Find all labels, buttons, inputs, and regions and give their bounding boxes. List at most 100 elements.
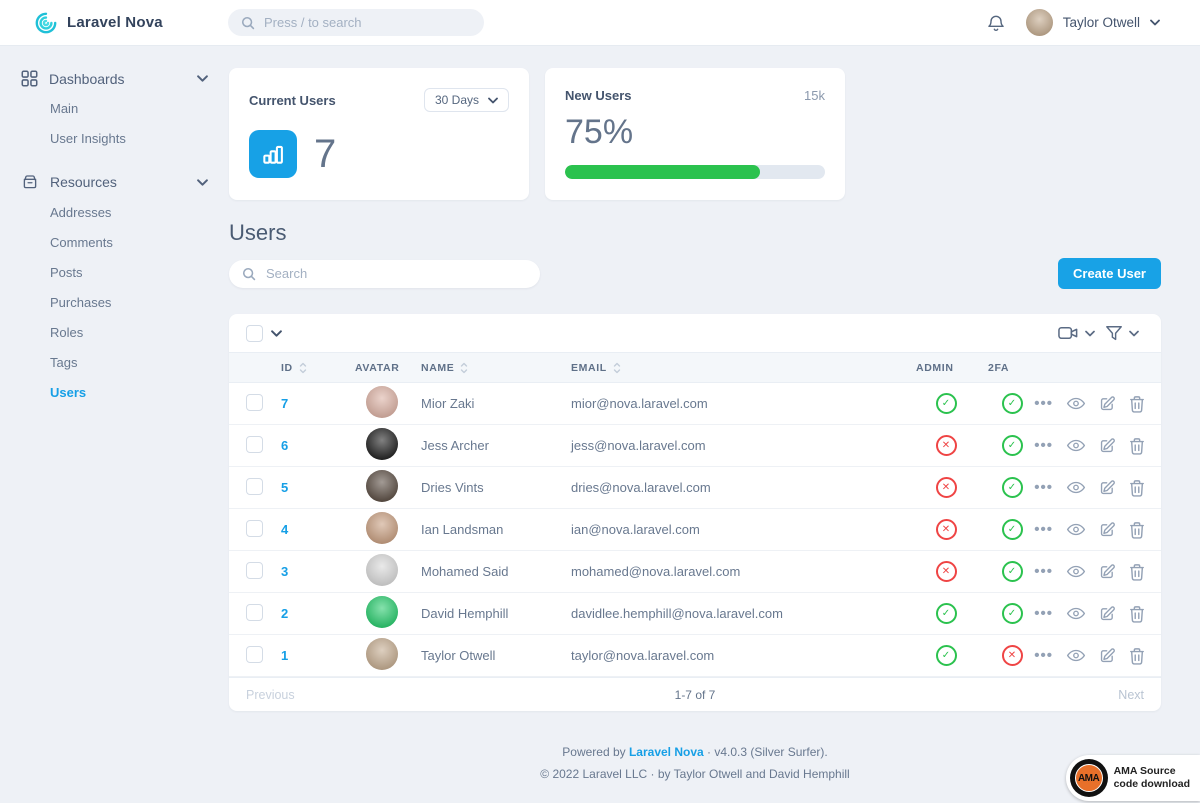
global-search-input[interactable] bbox=[264, 15, 471, 30]
edit-button[interactable] bbox=[1099, 479, 1116, 496]
next-page-button[interactable]: Next bbox=[1118, 687, 1144, 702]
row-checkbox[interactable] bbox=[246, 603, 263, 621]
sidebar-item-comments[interactable]: Comments bbox=[50, 234, 113, 250]
user-id-link[interactable]: 1 bbox=[281, 648, 289, 663]
user-menu[interactable]: Taylor Otwell bbox=[1025, 9, 1160, 36]
sidebar-item-posts[interactable]: Posts bbox=[50, 264, 83, 280]
user-email: taylor@nova.laravel.com bbox=[565, 634, 910, 677]
delete-button[interactable] bbox=[1129, 647, 1145, 665]
view-button[interactable] bbox=[1066, 396, 1086, 411]
previous-page-button[interactable]: Previous bbox=[246, 687, 295, 702]
edit-button[interactable] bbox=[1099, 437, 1116, 454]
metric-card-new-users: New Users 15k 75% bbox=[545, 68, 845, 200]
admin-status bbox=[935, 519, 957, 540]
admin-status bbox=[935, 645, 957, 666]
delete-button[interactable] bbox=[1129, 605, 1145, 623]
user-id-link[interactable]: 5 bbox=[281, 480, 289, 495]
column-header-email[interactable]: EMAIL bbox=[565, 352, 910, 383]
sidebar-item-purchases[interactable]: Purchases bbox=[50, 294, 112, 310]
sidebar-item-addresses[interactable]: Addresses bbox=[50, 204, 112, 220]
resources-archive-icon bbox=[21, 173, 39, 191]
notifications-bell-icon[interactable] bbox=[986, 13, 1006, 33]
resource-search[interactable] bbox=[229, 259, 540, 288]
row-checkbox[interactable] bbox=[246, 477, 263, 495]
delete-button[interactable] bbox=[1129, 437, 1145, 455]
tfa-status bbox=[1001, 519, 1023, 540]
user-id-link[interactable]: 3 bbox=[281, 564, 289, 579]
site-footer: Powered by Laravel Nova · v4.0.3 (Silver… bbox=[229, 745, 1161, 781]
actions-dropdown[interactable] bbox=[1058, 325, 1095, 341]
edit-button[interactable] bbox=[1099, 605, 1116, 622]
select-all-checkbox[interactable] bbox=[246, 324, 263, 342]
select-all-chevron-icon[interactable] bbox=[271, 329, 282, 337]
sidebar-section-dashboards[interactable]: Dashboards bbox=[21, 70, 208, 87]
sort-icon bbox=[461, 362, 468, 373]
admin-status bbox=[935, 393, 957, 414]
sidebar-item-main[interactable]: Main bbox=[50, 100, 79, 116]
column-header-id[interactable]: ID bbox=[275, 352, 349, 383]
brand[interactable]: Laravel Nova bbox=[0, 11, 228, 35]
view-button[interactable] bbox=[1066, 480, 1086, 495]
column-header-actions bbox=[1042, 352, 1161, 383]
row-menu-button[interactable]: ••• bbox=[1034, 563, 1053, 580]
view-button[interactable] bbox=[1066, 648, 1086, 663]
powered-by-line: Powered by Laravel Nova · v4.0.3 (Silver… bbox=[562, 745, 828, 759]
user-email: mior@nova.laravel.com bbox=[565, 382, 910, 425]
sidebar-item-users[interactable]: Users bbox=[50, 384, 87, 400]
user-id-link[interactable]: 4 bbox=[281, 522, 289, 537]
user-email: ian@nova.laravel.com bbox=[565, 508, 910, 551]
user-id-link[interactable]: 2 bbox=[281, 606, 289, 621]
sidebar-item-roles[interactable]: Roles bbox=[50, 324, 84, 340]
row-menu-button[interactable]: ••• bbox=[1034, 647, 1053, 664]
resource-search-input[interactable] bbox=[266, 266, 527, 281]
user-avatar bbox=[366, 470, 398, 502]
view-button[interactable] bbox=[1066, 522, 1086, 537]
table-row: 3 Mohamed Said mohamed@nova.laravel.com … bbox=[229, 550, 1161, 593]
create-user-button[interactable]: Create User bbox=[1058, 258, 1161, 289]
user-avatar bbox=[366, 512, 398, 544]
global-search[interactable] bbox=[228, 9, 484, 36]
chevron-down-icon bbox=[197, 75, 208, 82]
view-button[interactable] bbox=[1066, 564, 1086, 579]
row-checkbox[interactable] bbox=[246, 561, 263, 579]
row-menu-button[interactable]: ••• bbox=[1034, 479, 1053, 496]
edit-button[interactable] bbox=[1099, 395, 1116, 412]
range-select[interactable]: 30 Days bbox=[423, 88, 509, 112]
sidebar-item-user-insights[interactable]: User Insights bbox=[50, 130, 126, 146]
tfa-status bbox=[1001, 477, 1023, 498]
row-checkbox[interactable] bbox=[246, 645, 263, 663]
row-menu-button[interactable]: ••• bbox=[1034, 605, 1053, 622]
column-header-name[interactable]: NAME bbox=[415, 352, 565, 383]
view-button[interactable] bbox=[1066, 606, 1086, 621]
edit-button[interactable] bbox=[1099, 521, 1116, 538]
copyright-line: © 2022 Laravel LLC · by Taylor Otwell an… bbox=[540, 767, 850, 781]
row-menu-button[interactable]: ••• bbox=[1034, 395, 1053, 412]
filter-dropdown[interactable] bbox=[1105, 325, 1139, 342]
sidebar-section-resources[interactable]: Resources bbox=[21, 173, 208, 191]
metric-value: 7 bbox=[314, 131, 337, 176]
edit-button[interactable] bbox=[1099, 647, 1116, 664]
user-id-link[interactable]: 7 bbox=[281, 396, 289, 411]
column-header-avatar: AVATAR bbox=[349, 352, 415, 383]
view-button[interactable] bbox=[1066, 438, 1086, 453]
metric-title: Current Users bbox=[249, 92, 336, 108]
top-navbar: Laravel Nova Taylor Otwell bbox=[0, 0, 1200, 46]
user-name: Mior Zaki bbox=[415, 382, 565, 425]
delete-button[interactable] bbox=[1129, 521, 1145, 539]
ama-source-badge[interactable]: AMA AMA Source code download bbox=[1065, 755, 1200, 801]
row-menu-button[interactable]: ••• bbox=[1034, 437, 1053, 454]
chevron-down-icon bbox=[197, 178, 208, 186]
delete-button[interactable] bbox=[1129, 563, 1145, 581]
users-table-card: ID AVATAR NAME EMAIL ADMIN 2FA 7 bbox=[229, 314, 1161, 711]
row-checkbox[interactable] bbox=[246, 519, 263, 537]
footer-brand-link[interactable]: Laravel Nova bbox=[628, 745, 704, 759]
edit-button[interactable] bbox=[1099, 563, 1116, 580]
row-menu-button[interactable]: ••• bbox=[1034, 521, 1053, 538]
delete-button[interactable] bbox=[1129, 479, 1145, 497]
row-checkbox[interactable] bbox=[246, 393, 263, 411]
row-checkbox[interactable] bbox=[246, 435, 263, 453]
range-value: 30 Days bbox=[434, 93, 479, 107]
sidebar-item-tags[interactable]: Tags bbox=[50, 354, 78, 370]
delete-button[interactable] bbox=[1129, 395, 1145, 413]
user-id-link[interactable]: 6 bbox=[281, 438, 289, 453]
